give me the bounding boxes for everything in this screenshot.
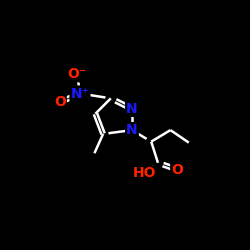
Text: HO: HO xyxy=(133,166,156,180)
Text: N: N xyxy=(126,102,138,116)
Text: O⁻: O⁻ xyxy=(68,67,87,81)
Text: O: O xyxy=(54,95,66,109)
Text: N: N xyxy=(126,123,138,137)
Text: O: O xyxy=(171,162,183,176)
Text: N⁺: N⁺ xyxy=(70,86,90,101)
